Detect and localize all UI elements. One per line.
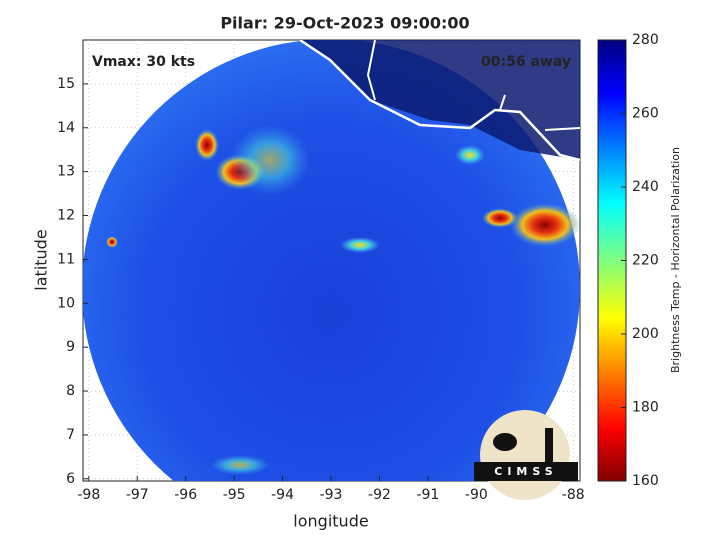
x-tick-label: -97 xyxy=(126,487,149,503)
colorbar-tick-label: 260 xyxy=(632,106,659,122)
colorbar-tick-label: 240 xyxy=(632,179,659,195)
x-tick-label: -88 xyxy=(562,487,585,503)
y-tick-label: 12 xyxy=(57,208,75,224)
logo: CIMSS xyxy=(474,410,578,500)
y-tick-label: 14 xyxy=(57,120,75,136)
colorbar-tick-label: 160 xyxy=(632,473,659,489)
swath-image xyxy=(83,40,580,481)
colorbar-tick-label: 220 xyxy=(632,253,659,269)
x-tick-label: -94 xyxy=(271,487,294,503)
vmax-annotation: Vmax: 30 kts xyxy=(92,54,195,70)
y-tick-label: 7 xyxy=(66,427,75,443)
colorbar-label: Brightness Temp - Horizontal Polarizatio… xyxy=(669,147,682,373)
y-tick-label: 9 xyxy=(66,339,75,355)
y-tick-label: 15 xyxy=(57,76,75,92)
y-tick-label: 10 xyxy=(57,295,75,311)
x-tick-label: -95 xyxy=(223,487,246,503)
x-tick-label: -92 xyxy=(368,487,391,503)
y-tick-label: 6 xyxy=(66,471,75,487)
x-tick-label: -91 xyxy=(416,487,439,503)
colorbar-tick-label: 280 xyxy=(632,32,659,48)
time-away-annotation: 00:56 away xyxy=(481,54,571,70)
y-tick-label: 8 xyxy=(66,383,75,399)
x-tick-label: -90 xyxy=(465,487,488,503)
chart-title: Pilar: 29-Oct-2023 09:00:00 xyxy=(220,14,469,33)
y-tick-label: 13 xyxy=(57,164,75,180)
y-tick-label: 11 xyxy=(57,251,75,267)
y-axis-label: latitude xyxy=(32,229,51,290)
x-axis-label: longitude xyxy=(293,512,368,531)
logo-text: CIMSS xyxy=(494,465,557,478)
x-tick-label: -98 xyxy=(77,487,100,503)
x-tick-label: -96 xyxy=(174,487,197,503)
x-tick-label: -93 xyxy=(320,487,343,503)
colorbar-tick-label: 200 xyxy=(632,326,659,342)
colorbar-tick-label: 180 xyxy=(632,400,659,416)
